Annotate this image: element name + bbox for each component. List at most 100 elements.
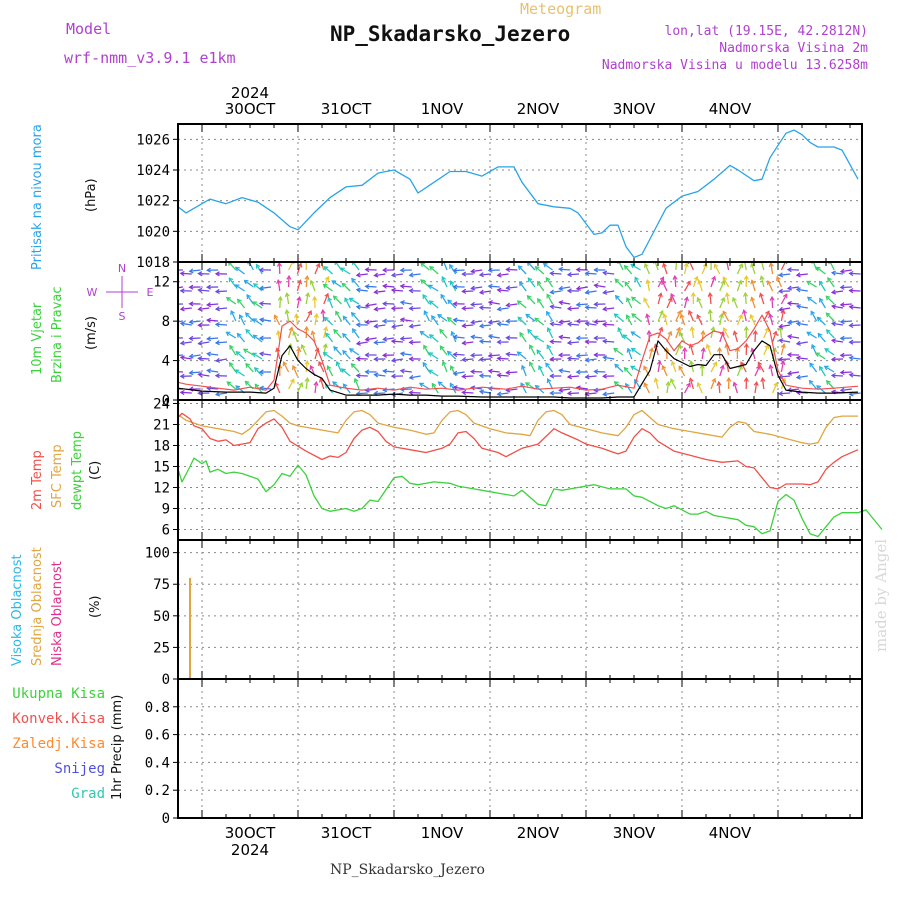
wind-arrow-head <box>643 297 648 303</box>
wind-arrow-head <box>665 380 671 387</box>
wind-arrow-head <box>172 268 175 272</box>
wind-arrow <box>796 375 808 379</box>
wind-arrow <box>207 303 219 306</box>
wind-arrow <box>409 375 421 379</box>
wind-arrow <box>189 371 201 374</box>
wind-arrow-head <box>743 342 750 348</box>
bottom-date-label: 4NOV <box>709 824 752 842</box>
wind-arrow-head <box>614 278 620 284</box>
wind-arrow-head <box>648 347 654 353</box>
wind-arrow-head <box>584 321 590 327</box>
wind-arrow <box>383 337 395 341</box>
wind-arrow <box>506 286 518 289</box>
wind-arrow-head <box>667 296 673 303</box>
dewpt-temp-line <box>177 457 883 538</box>
wind-arrow-head <box>399 283 405 289</box>
compass-s-label: S <box>119 310 126 323</box>
wind-arrow-head <box>214 391 221 397</box>
wind-arrow <box>675 262 678 271</box>
wind-arrow <box>646 280 651 292</box>
wind-arrow-head <box>428 352 434 357</box>
wind-arrow <box>260 318 272 322</box>
wind-arrow-head <box>373 339 379 346</box>
wind-arrow <box>750 297 756 309</box>
wind-arrow <box>849 357 861 360</box>
wind-arrow-head <box>546 327 552 333</box>
wind-arrow-head <box>340 368 346 373</box>
wind-arrow <box>447 317 457 326</box>
wind-arrow <box>779 273 791 276</box>
wind-arrow <box>646 314 651 326</box>
wind-arrow-head <box>408 305 414 312</box>
wind-arrow <box>207 319 219 322</box>
wind-arrow <box>831 374 844 377</box>
wind-arrow <box>849 272 861 275</box>
wind-arrow <box>296 280 302 292</box>
wind-arrow-head <box>431 315 436 321</box>
wind-arrow-head <box>678 331 684 337</box>
wind-arrow-head <box>326 365 332 371</box>
wind-arrow <box>761 378 765 390</box>
wind-arrow <box>740 361 747 373</box>
wind-arrow-head <box>478 338 484 344</box>
wind-arrow-head <box>670 292 675 299</box>
wind-arrow <box>245 329 254 339</box>
wind-arrow-head <box>452 284 458 290</box>
wind-arrow-head <box>419 279 425 285</box>
wind-arrow <box>260 286 272 290</box>
wind-arrow-head <box>429 265 435 271</box>
wind-arrow <box>709 292 712 305</box>
wind-arrow <box>603 323 615 326</box>
wind-arrow <box>216 358 228 362</box>
wind-arrow <box>437 314 448 322</box>
wind-arrow-head <box>534 384 540 390</box>
wind-arrow-head <box>188 370 194 376</box>
wind-arrow <box>335 311 342 322</box>
wind-arrow <box>392 324 404 328</box>
wind-arrow-head <box>786 300 792 306</box>
wind-arrow <box>239 314 246 326</box>
wind-arrow-head <box>252 334 258 340</box>
wind-arrow <box>701 330 704 343</box>
wind-arrow-head <box>373 289 379 295</box>
wind-arrow-head <box>827 277 832 283</box>
wind-arrow <box>333 346 342 356</box>
wind-arrow-head <box>602 373 607 379</box>
wind-arrow-head <box>452 334 458 340</box>
wind-arrow-head <box>449 382 455 388</box>
wind-arrow <box>585 272 597 275</box>
wind-arrow-head <box>566 374 572 380</box>
wind-arrow-head <box>584 374 590 380</box>
wind-arrow <box>274 315 281 326</box>
wind-arrow-head <box>355 356 361 362</box>
wind-arrow-head <box>786 352 792 358</box>
wind-arrow <box>559 268 571 271</box>
wind-arrow-head <box>584 304 590 311</box>
wind-arrow-head <box>839 284 845 290</box>
wind-arrow-head <box>623 366 629 372</box>
wind-arrow-head <box>839 319 845 325</box>
wind-arrow-head <box>778 356 783 362</box>
wind-arrow-head <box>823 365 829 371</box>
y-tick-label: 9 <box>162 502 170 518</box>
wind-arrow <box>285 310 290 322</box>
wind-arrow-head <box>252 301 258 306</box>
wind-arrow-head <box>399 317 405 323</box>
wind-arrow <box>479 306 492 309</box>
wind-arrow <box>479 358 492 361</box>
wind-arrow <box>832 271 844 275</box>
wind-arrow-head <box>546 378 552 384</box>
wind-arrow <box>323 352 333 360</box>
wind-arrow-head <box>757 361 763 367</box>
wind-arrow <box>471 269 483 273</box>
wind-arrow <box>349 348 360 356</box>
wind-arrow-head <box>214 373 220 379</box>
wind-arrow <box>235 351 246 360</box>
wind-arrow <box>615 295 624 305</box>
wind-arrow <box>517 300 527 309</box>
wind-arrow <box>666 297 673 309</box>
wind-arrow <box>274 382 281 394</box>
wind-arrow-head <box>700 329 706 335</box>
wind-arrow <box>806 280 817 288</box>
wind-arrow-head <box>487 283 493 289</box>
